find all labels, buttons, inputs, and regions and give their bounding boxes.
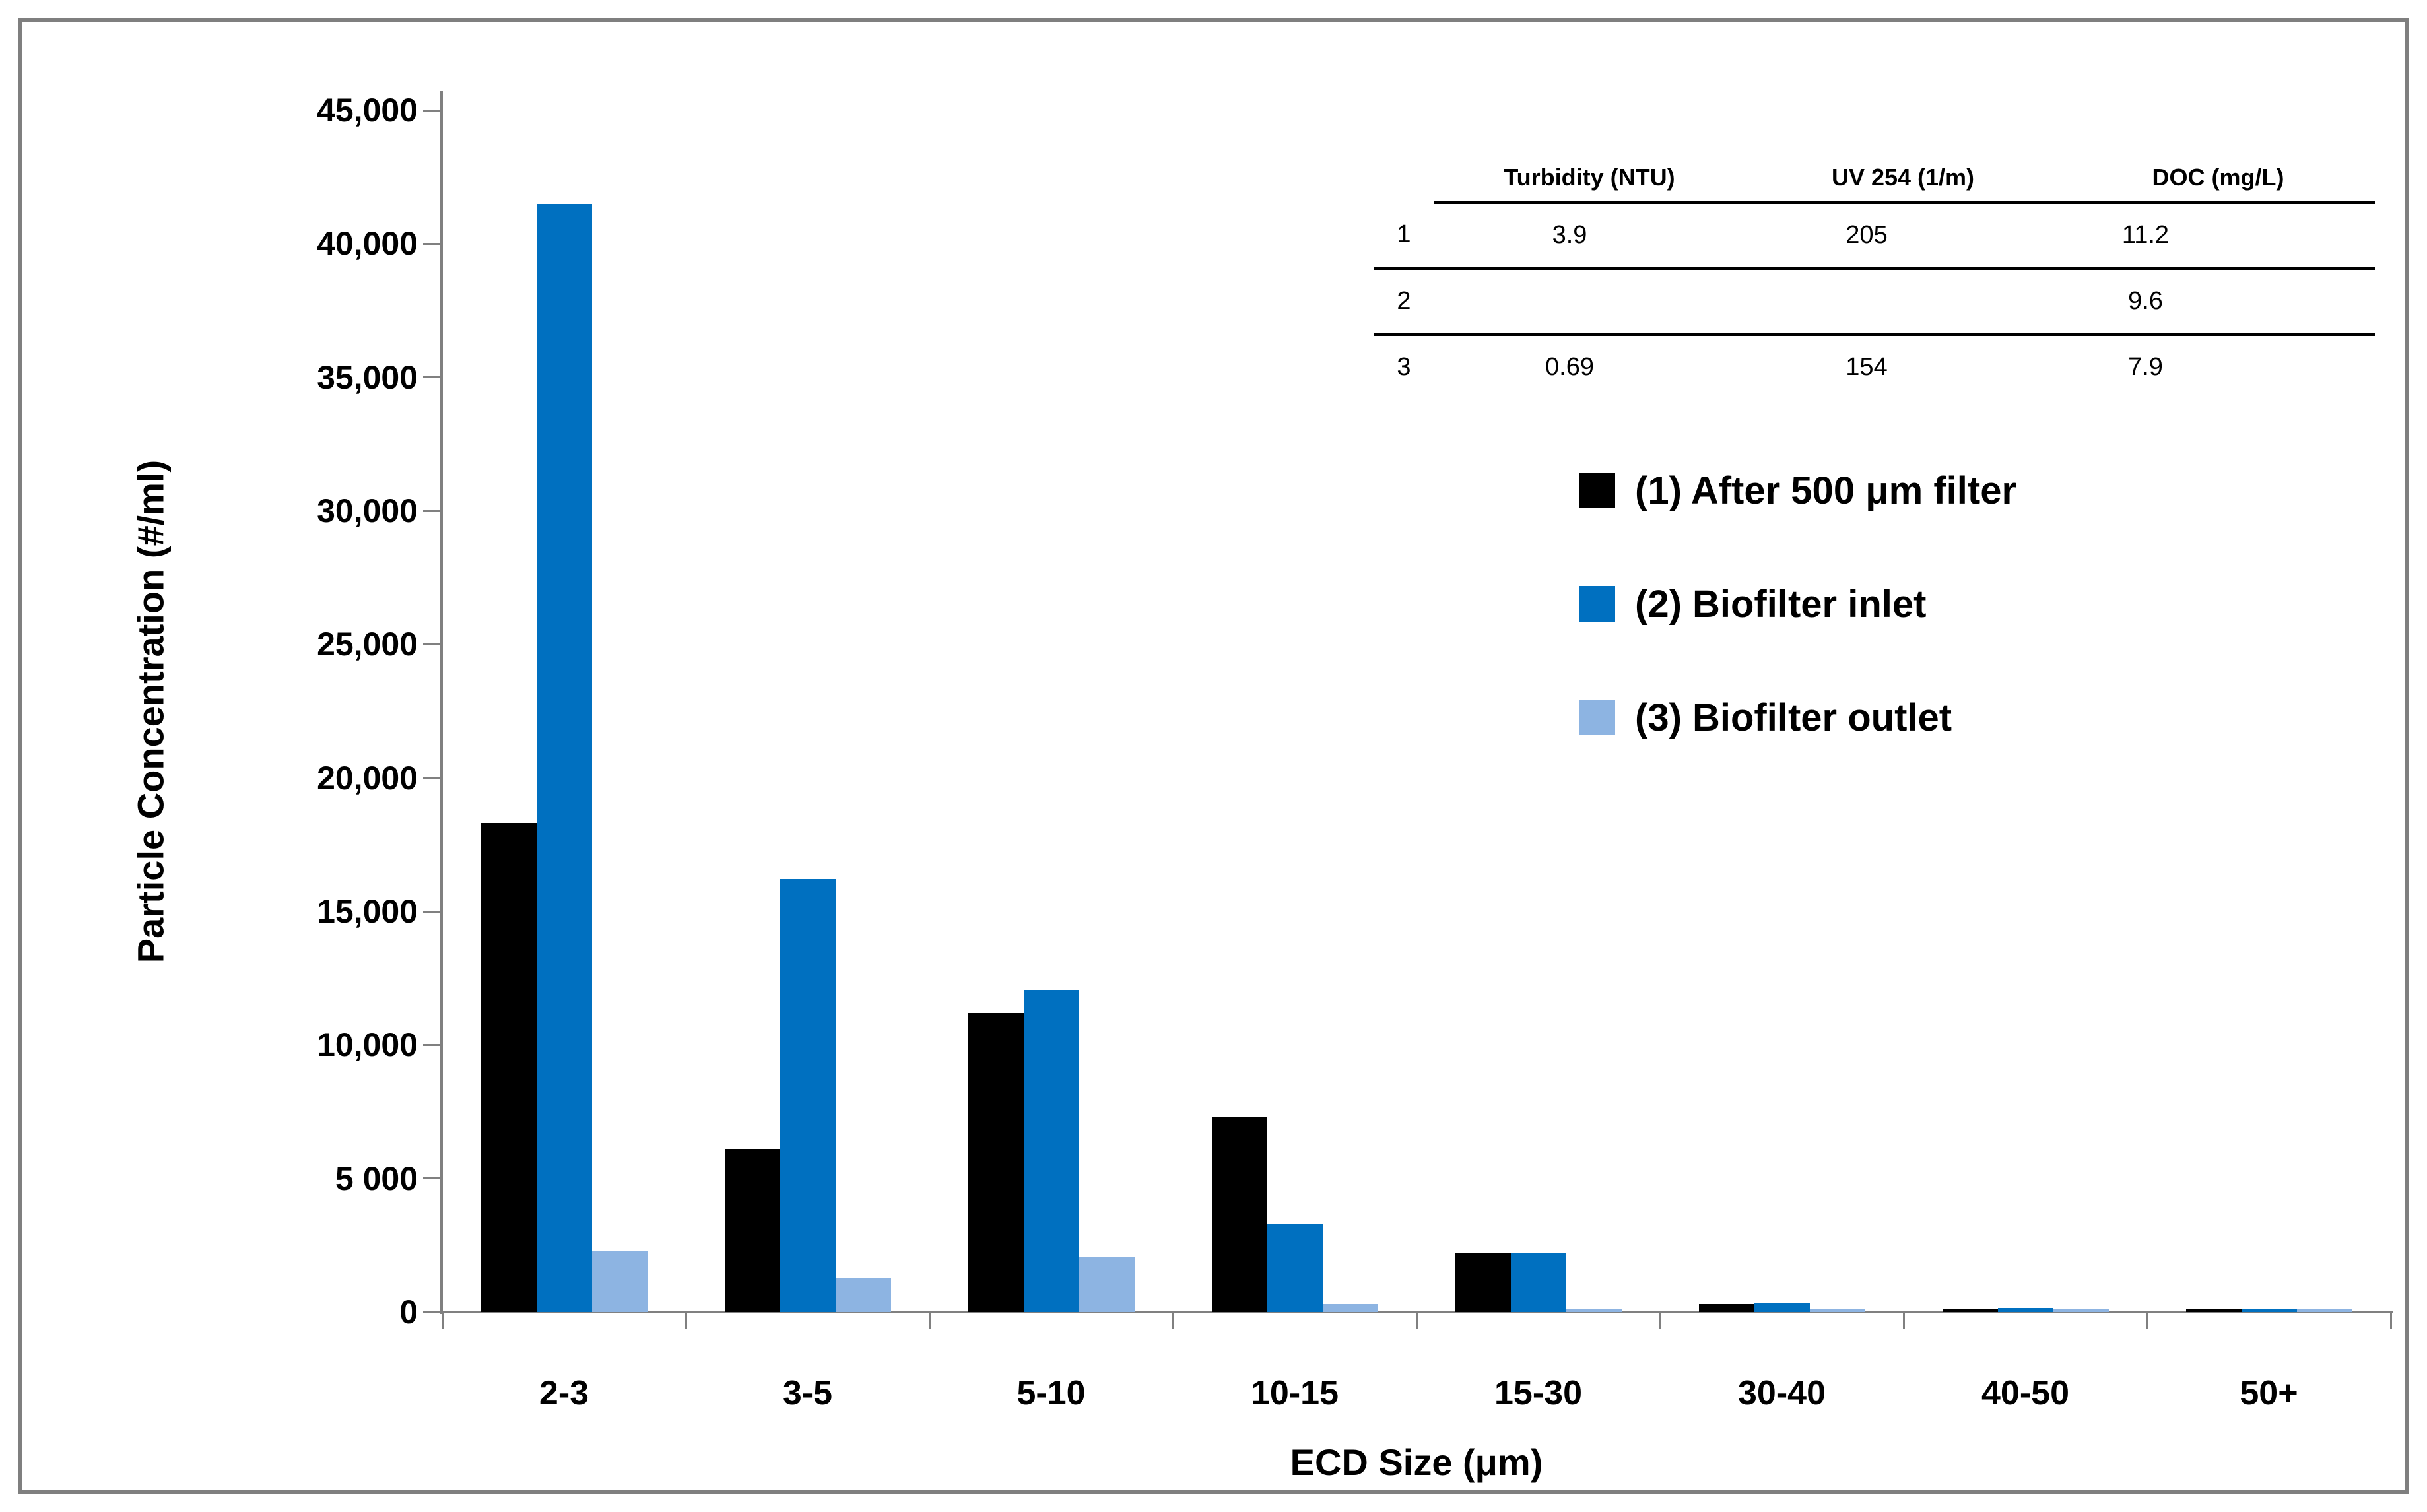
x-category-label: 2-3 [539, 1374, 589, 1412]
bar-series3-2-3 [591, 1250, 648, 1312]
y-tick-mark [423, 777, 440, 779]
y-tick-mark [423, 643, 440, 645]
y-tick-label: 5 000 [335, 1160, 418, 1197]
table-cell-doc: 9.6 [2061, 268, 2375, 336]
x-tick-mark [684, 1312, 687, 1329]
table-cell-turb: 0.69 [1545, 353, 1594, 381]
x-category-label: 5-10 [1016, 1374, 1086, 1412]
y-tick-label: 45,000 [317, 92, 418, 129]
table-cell-uv: 205 [1745, 203, 2061, 270]
y-tick-mark [423, 1311, 440, 1313]
table-row-3: 3 0.69 154 7.9 [1374, 335, 2375, 399]
table-cell-id: 3 [1397, 353, 1411, 381]
y-tick-mark [423, 242, 440, 245]
x-category-label: 50+ [2240, 1374, 2298, 1412]
x-tick-mark [1415, 1312, 1418, 1329]
legend-swatch-2 [1579, 586, 1615, 622]
y-tick-mark [423, 509, 440, 512]
bar-series2-50+ [2241, 1308, 2297, 1312]
bar-series3-50+ [2296, 1309, 2352, 1312]
table-cell-id: 1 [1374, 203, 1434, 270]
legend-item-2: (2) Biofilter inlet [1579, 582, 2016, 626]
x-category-label: 3-5 [782, 1374, 833, 1412]
x-axis-title: ECD Size (μm) [1290, 1441, 1543, 1483]
x-tick-mark [441, 1312, 444, 1329]
y-tick-label: 30,000 [317, 492, 418, 529]
legend-item-3: (3) Biofilter outlet [1579, 696, 2016, 739]
y-axis-line [440, 91, 443, 1314]
y-tick-mark [423, 1177, 440, 1180]
bar-series3-3-5 [835, 1278, 891, 1312]
y-tick-mark [423, 109, 440, 112]
bar-series3-15-30 [1566, 1309, 1622, 1312]
bar-series1-50+ [2185, 1309, 2242, 1312]
y-tick-mark [423, 1043, 440, 1046]
legend-label-1: (1) After 500 μm filter [1635, 469, 2017, 512]
table-cell-doc: 11.2 [2061, 203, 2375, 270]
bar-series2-15-30 [1510, 1253, 1566, 1312]
bar-series2-30-40 [1754, 1302, 1810, 1312]
table-cell-turb: 3.9 [1434, 203, 1745, 270]
bar-series3-40-50 [2053, 1309, 2109, 1312]
y-tick-label: 40,000 [317, 225, 418, 263]
y-tick-label: 25,000 [317, 626, 418, 663]
bar-series2-3-5 [780, 879, 836, 1312]
bar-series3-10-15 [1322, 1303, 1378, 1312]
y-tick-label: 0 [399, 1294, 418, 1331]
x-tick-mark [1172, 1312, 1174, 1329]
table-col-header: UV 254 (1/m) [1745, 154, 2061, 204]
bar-series1-15-30 [1455, 1253, 1511, 1312]
table-cell-doc: 7.9 [2128, 353, 2163, 381]
bar-series2-2-3 [536, 203, 592, 1312]
x-tick-mark [2389, 1312, 2392, 1329]
table-cell-uv: 154 [1845, 353, 1888, 381]
table-col-header: Turbidity (NTU) [1434, 154, 1745, 204]
y-tick-label: 15,000 [317, 893, 418, 930]
table-row-2: 2 9.6 [1374, 268, 2375, 336]
bar-series2-40-50 [1997, 1308, 2053, 1312]
x-tick-mark [1659, 1312, 1661, 1329]
bar-series2-10-15 [1267, 1224, 1323, 1312]
legend-item-1: (1) After 500 μm filter [1579, 469, 2017, 512]
table-corner-cell [1374, 154, 1434, 203]
bar-series1-10-15 [1211, 1117, 1267, 1312]
table-col-header: DOC (mg/L) [2061, 154, 2375, 204]
legend-swatch-3 [1579, 700, 1615, 735]
bar-series1-3-5 [724, 1149, 780, 1312]
table-cell-turb [1434, 268, 1745, 336]
y-tick-mark [423, 910, 440, 913]
x-category-label: 10-15 [1251, 1374, 1339, 1412]
legend-label-3: (3) Biofilter outlet [1635, 696, 1952, 739]
bar-series3-5-10 [1079, 1257, 1135, 1312]
legend-label-2: (2) Biofilter inlet [1635, 582, 1927, 626]
x-category-label: 30-40 [1738, 1374, 1826, 1412]
x-category-label: 15-30 [1494, 1374, 1582, 1412]
bar-series1-40-50 [1942, 1309, 1998, 1312]
y-tick-label: 10,000 [317, 1026, 418, 1064]
bar-series1-5-10 [968, 1012, 1024, 1312]
figure-frame: 0 5 000 10,000 15,000 20,000 25,000 30,000 35,0… [18, 18, 2409, 1494]
x-tick-mark [1902, 1312, 1905, 1329]
y-tick-label: 35,000 [317, 358, 418, 396]
x-tick-mark [928, 1312, 931, 1329]
bar-series1-2-3 [481, 823, 537, 1312]
bar-series2-5-10 [1023, 990, 1079, 1312]
table-row-1: 1 3.9 205 11.2 [1374, 203, 2375, 270]
table-cell-uv [1745, 268, 2061, 336]
bar-series3-30-40 [1809, 1309, 1865, 1312]
legend-swatch-1 [1579, 473, 1615, 508]
table-cell-id: 2 [1374, 268, 1434, 336]
legend: (1) After 500 μm filter (2) Biofilter inl… [1579, 469, 2017, 811]
y-axis-title: Particle Concentration (#/ml) [129, 459, 172, 964]
y-tick-label: 20,000 [317, 759, 418, 797]
x-tick-mark [2146, 1312, 2148, 1329]
bar-series1-30-40 [1698, 1303, 1754, 1312]
x-category-label: 40-50 [1981, 1374, 2069, 1412]
y-tick-mark [423, 376, 440, 379]
